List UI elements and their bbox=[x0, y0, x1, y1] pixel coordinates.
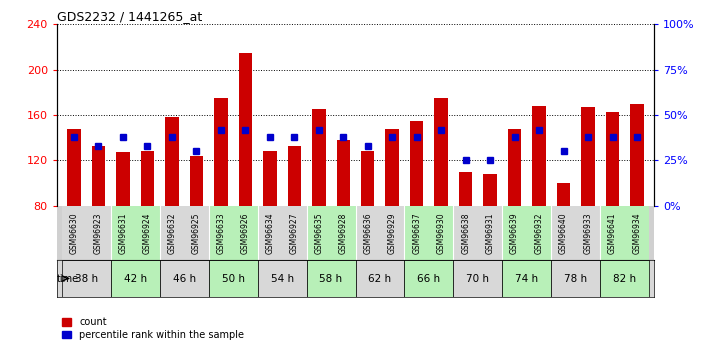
Bar bbox=[263, 151, 277, 206]
Text: 42 h: 42 h bbox=[124, 274, 146, 284]
Bar bbox=[214, 98, 228, 206]
Text: 78 h: 78 h bbox=[565, 274, 587, 284]
Bar bbox=[503, 260, 551, 297]
Bar bbox=[600, 260, 649, 297]
Bar bbox=[454, 260, 503, 297]
Text: GSM96928: GSM96928 bbox=[338, 213, 348, 254]
Text: GSM96634: GSM96634 bbox=[265, 212, 274, 254]
Text: GSM96923: GSM96923 bbox=[94, 213, 103, 254]
Bar bbox=[405, 206, 454, 260]
Bar bbox=[141, 151, 154, 206]
Legend: count, percentile rank within the sample: count, percentile rank within the sample bbox=[62, 317, 245, 340]
Text: GSM96926: GSM96926 bbox=[241, 213, 250, 254]
Text: 82 h: 82 h bbox=[613, 274, 636, 284]
Text: GSM96927: GSM96927 bbox=[290, 213, 299, 254]
Text: GSM96930: GSM96930 bbox=[437, 212, 446, 254]
Text: GSM96924: GSM96924 bbox=[143, 213, 152, 254]
Bar bbox=[385, 129, 399, 206]
Text: GSM96635: GSM96635 bbox=[314, 212, 324, 254]
Bar bbox=[630, 104, 643, 206]
Bar bbox=[454, 206, 503, 260]
Text: GSM96636: GSM96636 bbox=[363, 212, 373, 254]
Text: GSM96630: GSM96630 bbox=[70, 212, 78, 254]
Text: 62 h: 62 h bbox=[368, 274, 392, 284]
Bar bbox=[434, 98, 448, 206]
Text: 38 h: 38 h bbox=[75, 274, 98, 284]
Text: GSM96925: GSM96925 bbox=[192, 213, 201, 254]
Bar bbox=[405, 260, 454, 297]
Bar bbox=[62, 206, 111, 260]
Bar bbox=[361, 151, 375, 206]
Text: 66 h: 66 h bbox=[417, 274, 441, 284]
Bar bbox=[356, 206, 405, 260]
Text: GSM96933: GSM96933 bbox=[584, 212, 592, 254]
Bar bbox=[116, 152, 129, 206]
Text: 70 h: 70 h bbox=[466, 274, 489, 284]
Bar bbox=[551, 206, 600, 260]
Text: 54 h: 54 h bbox=[270, 274, 294, 284]
Bar bbox=[459, 172, 472, 206]
Bar bbox=[62, 260, 111, 297]
Bar bbox=[208, 260, 257, 297]
Text: GSM96641: GSM96641 bbox=[608, 213, 617, 254]
Bar bbox=[68, 129, 81, 206]
Text: 50 h: 50 h bbox=[222, 274, 245, 284]
Text: GSM96639: GSM96639 bbox=[510, 212, 519, 254]
Bar bbox=[600, 206, 649, 260]
Text: 46 h: 46 h bbox=[173, 274, 196, 284]
Bar bbox=[533, 106, 546, 206]
Bar bbox=[239, 52, 252, 206]
Bar bbox=[557, 183, 570, 206]
Text: GSM96929: GSM96929 bbox=[387, 213, 397, 254]
Text: GSM96638: GSM96638 bbox=[461, 213, 470, 254]
Bar bbox=[503, 206, 551, 260]
Bar bbox=[111, 260, 160, 297]
Text: time: time bbox=[57, 274, 79, 284]
Bar bbox=[508, 129, 521, 206]
Text: GSM96637: GSM96637 bbox=[412, 212, 421, 254]
Text: GSM96631: GSM96631 bbox=[119, 213, 127, 254]
Bar bbox=[410, 121, 424, 206]
Bar bbox=[257, 206, 306, 260]
Bar bbox=[208, 206, 257, 260]
Bar bbox=[160, 206, 208, 260]
Bar bbox=[606, 111, 619, 206]
Text: 74 h: 74 h bbox=[515, 274, 538, 284]
Text: GSM96932: GSM96932 bbox=[535, 213, 544, 254]
Text: GSM96934: GSM96934 bbox=[633, 212, 641, 254]
Bar bbox=[306, 206, 356, 260]
Bar bbox=[92, 146, 105, 206]
Bar bbox=[582, 107, 595, 206]
Bar bbox=[160, 260, 208, 297]
Bar bbox=[551, 260, 600, 297]
Text: GDS2232 / 1441265_at: GDS2232 / 1441265_at bbox=[57, 10, 202, 23]
Bar bbox=[306, 260, 356, 297]
Bar bbox=[356, 260, 405, 297]
Text: GSM96632: GSM96632 bbox=[167, 213, 176, 254]
Bar bbox=[483, 174, 497, 206]
Bar bbox=[257, 260, 306, 297]
Bar bbox=[287, 146, 301, 206]
Text: GSM96633: GSM96633 bbox=[216, 212, 225, 254]
Bar bbox=[111, 206, 160, 260]
Bar bbox=[336, 140, 350, 206]
Bar bbox=[165, 117, 178, 206]
Text: 58 h: 58 h bbox=[319, 274, 343, 284]
Text: GSM96931: GSM96931 bbox=[486, 213, 495, 254]
Bar bbox=[312, 109, 326, 206]
Text: GSM96640: GSM96640 bbox=[559, 212, 568, 254]
Bar bbox=[190, 156, 203, 206]
